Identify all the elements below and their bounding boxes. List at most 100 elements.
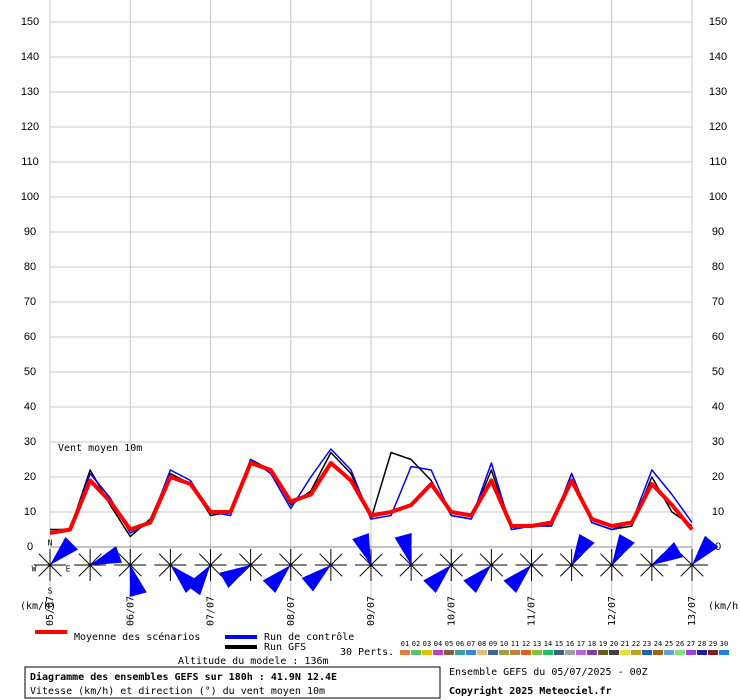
perturbation-label: 03 xyxy=(423,640,431,648)
y-tick-label: 120 xyxy=(21,121,39,133)
y-tick-label: 90 xyxy=(712,226,724,238)
y-tick-label: 30 xyxy=(712,436,724,448)
wind-rose xyxy=(219,549,267,589)
perturbation-label: 27 xyxy=(687,640,695,648)
perturbation-label: 21 xyxy=(621,640,629,648)
rose-spoke xyxy=(78,553,91,566)
perturbation-label: 04 xyxy=(434,640,442,648)
perturbation-label: 24 xyxy=(654,640,662,648)
perturbation-swatch xyxy=(620,650,630,655)
compass-letter: E xyxy=(66,565,71,574)
wind-rose xyxy=(34,537,78,581)
y-tick-label: 30 xyxy=(24,436,36,448)
rose-spoke xyxy=(491,553,504,566)
perturbation-swatch xyxy=(631,650,641,655)
y-tick-label: 120 xyxy=(709,121,727,133)
perturbation-swatch xyxy=(587,650,597,655)
rose-spoke xyxy=(129,553,142,566)
rose-spoke xyxy=(680,564,693,577)
perturbation-label: 25 xyxy=(665,640,673,648)
x-tick-label: 05/07 xyxy=(45,596,56,626)
y-tick-label: 130 xyxy=(21,86,39,98)
wind-arrow xyxy=(262,565,291,593)
wind-rose xyxy=(352,533,387,581)
perturbation-label: 20 xyxy=(610,640,618,648)
perturbation-label: 18 xyxy=(588,640,596,648)
perturbation-label: 02 xyxy=(412,640,420,648)
rose-spoke xyxy=(611,564,624,577)
rose-spoke xyxy=(370,553,383,566)
wind-arrow xyxy=(50,537,78,565)
x-tick-label: 06/07 xyxy=(125,596,136,626)
rose-spoke xyxy=(410,564,423,577)
y-tick-label: 140 xyxy=(709,51,727,63)
x-tick-label: 10/07 xyxy=(446,596,457,626)
perturbation-label: 10 xyxy=(500,640,508,648)
wind-rose xyxy=(595,533,635,581)
perturbation-swatch xyxy=(719,650,729,655)
legend-label: Run de contrôle xyxy=(264,631,354,643)
perturbations-label: 30 Perts. xyxy=(340,647,394,658)
rose-spoke xyxy=(210,553,223,566)
wind-arrow xyxy=(301,565,331,592)
x-tick-label: 09/07 xyxy=(366,596,377,626)
wind-arrow xyxy=(129,565,147,597)
wind-arrow xyxy=(352,533,371,565)
perturbation-swatch xyxy=(609,650,619,655)
perturbation-swatch xyxy=(532,650,542,655)
rose-spoke xyxy=(290,564,303,577)
rose-spoke xyxy=(640,553,653,566)
rose-spoke xyxy=(359,564,372,577)
perturbation-label: 19 xyxy=(599,640,607,648)
rose-spoke xyxy=(571,564,584,577)
perturbation-label: 17 xyxy=(577,640,585,648)
perturbation-swatch xyxy=(422,650,432,655)
y-tick-label: 50 xyxy=(712,366,724,378)
wind-rose xyxy=(394,533,428,581)
wind-rose xyxy=(503,549,548,593)
rose-spoke xyxy=(49,564,62,577)
run-info: Ensemble GEFS du 05/07/2025 - 00Z xyxy=(449,667,648,678)
rose-spoke xyxy=(250,553,263,566)
perturbation-swatch xyxy=(466,650,476,655)
rose-spoke xyxy=(118,553,131,566)
wind-rose xyxy=(555,533,595,581)
y-tick-label: 50 xyxy=(24,366,36,378)
y-tick-label: 90 xyxy=(24,226,36,238)
wind-arrow xyxy=(611,533,635,565)
y-tick-label: 80 xyxy=(24,261,36,273)
perturbation-label: 16 xyxy=(566,640,574,648)
y-tick-label: 10 xyxy=(712,506,724,518)
perturbation-swatch xyxy=(411,650,421,655)
perturbation-swatch xyxy=(521,650,531,655)
y-tick-label: 70 xyxy=(24,296,36,308)
wind-arrow xyxy=(185,565,211,596)
wind-rose xyxy=(676,535,719,581)
rose-spoke xyxy=(78,564,91,577)
rose-spoke xyxy=(691,564,704,577)
wind-arrow xyxy=(423,565,452,593)
x-tick-label: 08/07 xyxy=(286,596,297,626)
y-unit: (km/h) xyxy=(20,601,56,612)
rose-spoke xyxy=(89,564,102,577)
perturbation-swatch xyxy=(664,650,674,655)
x-tick-label: 13/07 xyxy=(687,596,698,626)
y-tick-label: 110 xyxy=(709,156,727,168)
rose-spoke xyxy=(399,553,412,566)
rose-spoke xyxy=(479,553,492,566)
perturbation-swatch xyxy=(543,650,553,655)
rose-spoke xyxy=(680,553,693,566)
rose-spoke xyxy=(399,564,412,577)
rose-spoke xyxy=(89,553,102,566)
rose-spoke xyxy=(238,553,251,566)
perturbation-swatch xyxy=(400,650,410,655)
wind-arrow xyxy=(692,535,719,565)
perturbation-label: 15 xyxy=(555,640,563,648)
wind-arrow xyxy=(651,541,683,565)
rose-spoke xyxy=(38,564,51,577)
wind-arrow xyxy=(503,565,532,593)
perturbation-label: 12 xyxy=(522,640,530,648)
wind-rose xyxy=(463,549,508,593)
x-tick-label: 07/07 xyxy=(206,596,217,626)
